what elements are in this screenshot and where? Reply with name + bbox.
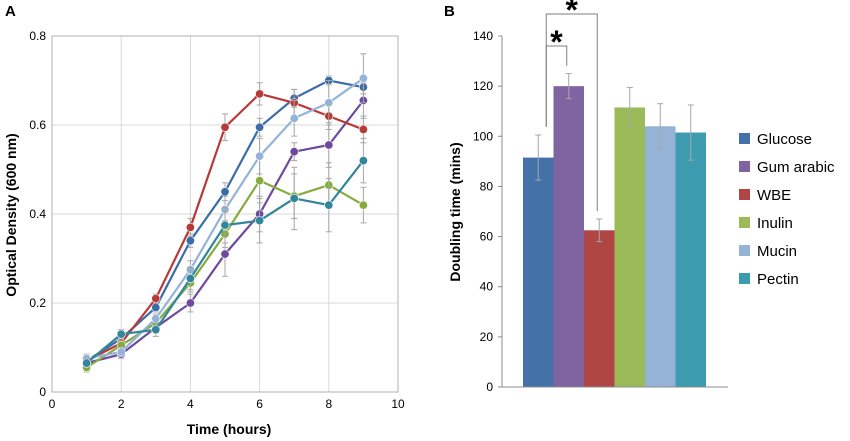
- x-tick-label: 6: [256, 397, 263, 411]
- legend-swatch: [739, 161, 750, 172]
- data-point: [220, 122, 230, 132]
- chart-a-x-axis-title: Time (hours): [187, 421, 272, 437]
- plot-frame: [51, 35, 399, 393]
- x-tick-label: 10: [391, 397, 405, 411]
- data-point: [324, 200, 334, 210]
- data-point: [116, 329, 126, 339]
- bar-inulin: [614, 107, 645, 387]
- legend-label: WBE: [757, 187, 791, 204]
- legend-label: Glucose: [757, 131, 812, 148]
- data-point: [289, 113, 299, 123]
- data-point: [151, 325, 161, 335]
- data-point: [255, 122, 265, 132]
- bar-pectin: [675, 132, 706, 387]
- data-point: [289, 147, 299, 157]
- data-point: [185, 222, 195, 232]
- data-point: [289, 193, 299, 203]
- y-tick-label: 40: [480, 280, 494, 294]
- data-point: [358, 73, 368, 83]
- data-point: [82, 358, 92, 368]
- data-point: [185, 274, 195, 284]
- data-point: [358, 200, 368, 210]
- significance-star: *: [566, 0, 579, 28]
- chart-b-y-axis-title: Doubling time (mins): [447, 142, 463, 281]
- data-point: [358, 124, 368, 134]
- series-pectin: [82, 137, 368, 369]
- legend-swatch: [739, 273, 750, 284]
- data-point: [324, 98, 334, 108]
- y-tick-label: 0.4: [29, 207, 46, 221]
- legend-label: Pectin: [757, 271, 799, 288]
- legend-label: Gum arabic: [757, 159, 835, 176]
- data-point: [151, 294, 161, 304]
- x-tick-label: 4: [187, 397, 194, 411]
- data-point: [255, 89, 265, 99]
- legend-swatch: [739, 245, 750, 256]
- y-tick-label: 120: [473, 79, 493, 93]
- y-tick-label: 0: [486, 380, 493, 394]
- data-point: [116, 347, 126, 357]
- legend-swatch: [739, 189, 750, 200]
- bar-gum-arabic: [553, 86, 584, 388]
- x-tick-label: 2: [118, 397, 125, 411]
- data-point: [255, 176, 265, 186]
- data-point: [185, 298, 195, 308]
- data-point: [220, 249, 230, 259]
- legend-label: Inulin: [757, 215, 793, 232]
- data-point: [151, 314, 161, 324]
- data-point: [185, 236, 195, 246]
- data-point: [324, 140, 334, 150]
- x-tick-label: 8: [325, 397, 332, 411]
- y-tick-label: 0.2: [29, 296, 46, 310]
- legend-swatch: [739, 133, 750, 144]
- y-tick-label: 0.6: [29, 118, 46, 132]
- doubling-time-chart: 0 20 40 60 80 100 120 140 ** Glucose Gum arabic WBE…: [473, 0, 835, 394]
- data-point: [255, 216, 265, 226]
- significance-star: *: [550, 24, 563, 60]
- bar-glucose: [523, 157, 554, 387]
- bar-wbe: [584, 230, 615, 387]
- legend-swatch: [739, 217, 750, 228]
- data-point: [220, 220, 230, 230]
- panel-label-a: A: [5, 3, 16, 20]
- y-tick-label: 0: [39, 385, 46, 399]
- panel-label-b: B: [444, 3, 455, 20]
- bar-mucin: [645, 126, 676, 387]
- y-tick-label: 20: [480, 330, 494, 344]
- growth-curve-chart: 0 0.2 0.4 0.6 0.8 0 2 4 6 8 10: [29, 29, 405, 411]
- x-tick-label: 0: [49, 397, 56, 411]
- chart-a-y-axis-title: Optical Density (600 nm): [3, 133, 19, 296]
- data-point: [220, 187, 230, 197]
- y-tick-label: 80: [480, 179, 494, 193]
- data-point: [151, 302, 161, 312]
- significance-bracket: [545, 13, 598, 212]
- y-tick-label: 0.8: [29, 29, 46, 43]
- y-tick-label: 60: [480, 230, 494, 244]
- data-point: [358, 156, 368, 166]
- data-point: [255, 151, 265, 161]
- y-tick-label: 100: [473, 129, 493, 143]
- y-tick-label: 140: [473, 29, 493, 43]
- legend-label: Mucin: [757, 243, 797, 260]
